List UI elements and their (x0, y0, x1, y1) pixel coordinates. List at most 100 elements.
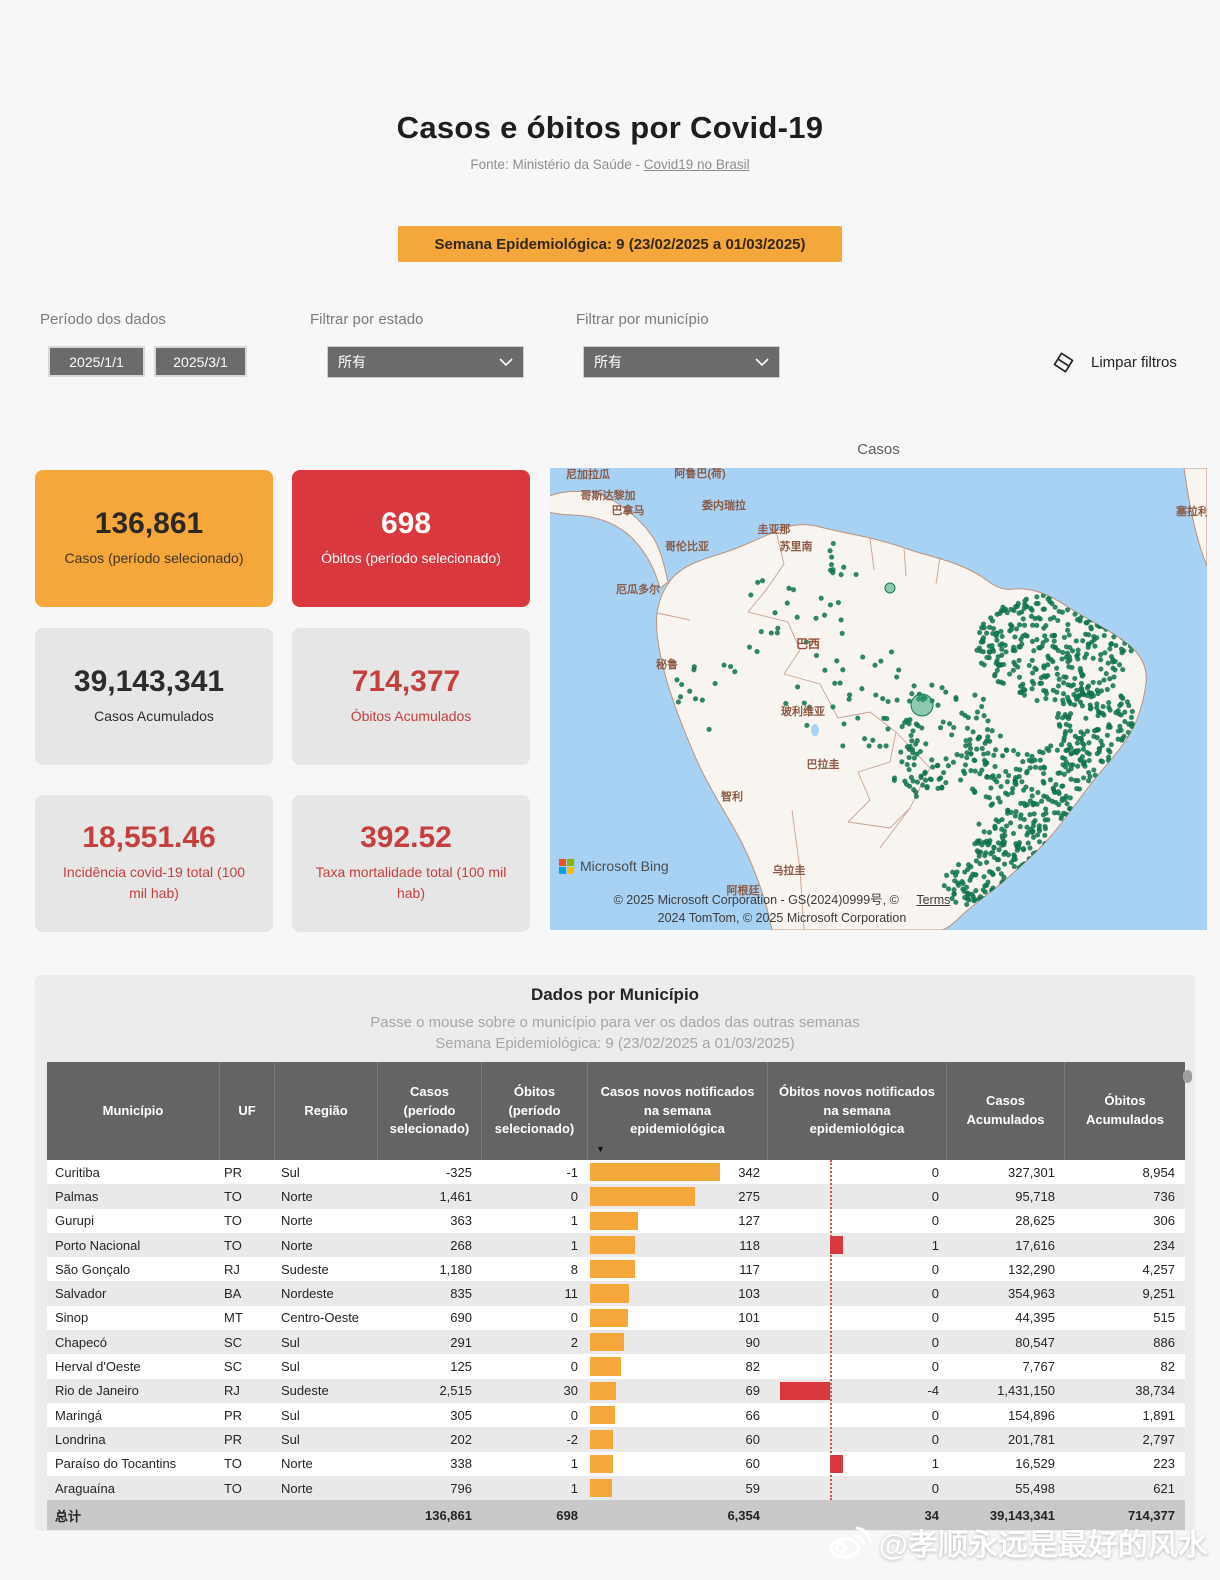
case-dot (993, 899, 1000, 905)
source-link[interactable]: Covid19 no Brasil (643, 157, 750, 172)
casos-novos-bar (590, 1187, 695, 1206)
table-row[interactable]: Salvador BA Nordeste 835 11 103 0 354,963 9,251 (47, 1281, 1185, 1306)
column-header[interactable]: Óbitos Acumulados (1085, 1093, 1164, 1127)
case-dot (1043, 695, 1049, 702)
cell-obitos-periodo: -2 (566, 1431, 578, 1447)
cell-casos-periodo: 2,515 (439, 1383, 472, 1399)
kpi-taxa-mortalidade[interactable]: 392.52 Taxa mortalidade total (100 mil h… (292, 795, 530, 932)
cell-regiao: Norte (281, 1480, 313, 1496)
casos-novos-value: 342 (738, 1164, 760, 1180)
case-dot (837, 680, 843, 686)
case-dot (1045, 596, 1051, 602)
kpi-value: 18,551.46 (82, 821, 216, 854)
kpi-obitos-periodo[interactable]: 698 Óbitos (período selecionado) (292, 470, 530, 607)
table-row[interactable]: Araguaína TO Norte 796 1 59 0 55,498 621 (47, 1475, 1185, 1501)
table-row[interactable]: Sinop MT Centro-Oeste 690 0 101 0 44,395 515 (47, 1305, 1185, 1331)
casos-novos-bar (590, 1478, 613, 1498)
cell-casos-acumulados: 95,718 (1015, 1188, 1055, 1204)
state-dropdown[interactable]: 所有 (327, 346, 524, 378)
case-dot (1012, 813, 1019, 819)
date-start-input[interactable]: 2025/1/1 (48, 346, 145, 377)
table-scrollbar-thumb[interactable] (1183, 1070, 1192, 1083)
case-dot (979, 625, 985, 631)
column-header[interactable]: Município (47, 1062, 220, 1160)
case-dot (1108, 653, 1115, 660)
obitos-novos-value: 1 (931, 1456, 939, 1472)
column-header[interactable]: Casos (período selecionado) (378, 1062, 482, 1160)
cell-regiao: Sul (281, 1431, 300, 1447)
case-dot (991, 844, 997, 850)
case-dot (953, 696, 959, 703)
terms-link[interactable]: Terms (916, 893, 951, 907)
table-row[interactable]: Chapecó SC Sul 291 2 90 0 80,547 886 (47, 1330, 1185, 1355)
case-dot (804, 722, 810, 729)
case-dot (992, 673, 998, 679)
case-dot (1067, 723, 1073, 729)
cell-obitos-novos: 0 (768, 1209, 947, 1233)
case-dot (1027, 845, 1033, 851)
case-dot (971, 788, 978, 794)
case-dot (1120, 666, 1126, 673)
map-country-label: 厄瓜多尔 (616, 582, 660, 596)
table-row[interactable]: Maringá PR Sul 305 0 66 0 154,896 1,891 (47, 1402, 1185, 1428)
kpi-label: Incidência covid-19 total (100 mil hab) (62, 864, 246, 901)
table-row[interactable]: Gurupi TO Norte 363 1 127 0 28,625 306 (47, 1208, 1185, 1233)
cell-obitos-acumulados: 4,257 (1142, 1261, 1175, 1277)
table-row[interactable]: Palmas TO Norte 1,461 0 275 0 95,718 736 (47, 1184, 1185, 1209)
case-dot (957, 777, 964, 783)
cell-obitos-novos: 1 (768, 1452, 947, 1476)
table-row[interactable]: Herval d'Oeste SC Sul 125 0 82 0 7,767 82 (47, 1354, 1185, 1379)
case-dot (963, 743, 969, 749)
case-dot (1116, 662, 1123, 668)
case-dot (1029, 786, 1035, 793)
table-row[interactable]: Porto Nacional TO Norte 268 1 118 1 17,616 234 (47, 1232, 1185, 1258)
cell-uf: TO (224, 1213, 242, 1229)
case-dot (1075, 651, 1081, 657)
table-row[interactable]: Paraíso do Tocantins TO Norte 338 1 60 1 16,529… (47, 1451, 1185, 1476)
kpi-casos-acumulados[interactable]: 39,143,341 Casos Acumulados (35, 628, 273, 765)
case-dot (1059, 783, 1065, 789)
case-dot (914, 751, 920, 757)
case-dot (1047, 616, 1054, 622)
map-country-label: 塞拉利昂 (1175, 504, 1207, 518)
date-end-input[interactable]: 2025/3/1 (154, 346, 247, 377)
case-dot (958, 753, 965, 759)
column-header[interactable]: Região (275, 1062, 378, 1160)
case-dot (1017, 767, 1023, 773)
table-row[interactable]: São Gonçalo RJ Sudeste 1,180 8 117 0 132,290 4,2… (47, 1257, 1185, 1282)
case-dot (1066, 632, 1072, 638)
cell-casos-periodo: 305 (450, 1407, 472, 1423)
obitos-novos-value: 0 (931, 1164, 939, 1180)
obitos-novos-value: 0 (931, 1310, 939, 1326)
case-dot (1037, 757, 1043, 763)
case-dot (913, 741, 919, 747)
table-row[interactable]: Rio de Janeiro RJ Sudeste 2,515 30 69 -4 1,431,… (47, 1378, 1185, 1403)
case-dot (922, 770, 928, 777)
case-dot (1030, 850, 1037, 857)
case-dot (1038, 798, 1045, 804)
cell-regiao: Sudeste (281, 1261, 329, 1277)
clear-filters-button[interactable]: Limpar filtros (1050, 349, 1177, 376)
cell-casos-periodo: 1,461 (439, 1188, 472, 1204)
city-dropdown[interactable]: 所有 (583, 346, 780, 378)
column-header[interactable]: Óbitos (período selecionado) (482, 1062, 588, 1160)
case-dot (1041, 665, 1047, 671)
table-row[interactable]: Londrina PR Sul 202 -2 60 0 201,781 2,797 (47, 1427, 1185, 1452)
case-dot (1017, 689, 1024, 696)
kpi-casos-periodo[interactable]: 136,861 Casos (período selecionado) (35, 470, 273, 607)
cell-casos-acumulados: 1,431,150 (997, 1383, 1055, 1399)
kpi-incidencia[interactable]: 18,551.46 Incidência covid-19 total (100… (35, 795, 273, 932)
case-dot (1052, 697, 1058, 703)
kpi-obitos-acumulados[interactable]: 714,377 Óbitos Acumulados (292, 628, 530, 765)
case-dot (981, 874, 987, 880)
column-header[interactable]: Casos novos notificados na semana epidem… (588, 1062, 768, 1160)
table-row[interactable]: Curitiba PR Sul -325 -1 342 0 327,301 8,954 (47, 1160, 1185, 1185)
cell-casos-novos: 118 (588, 1233, 768, 1257)
case-dot (976, 734, 982, 740)
map-canvas[interactable]: 尼加拉瓜 阿鲁巴(荷) 哥斯达黎加 巴拿马 委内瑞拉 圭亚那 苏里南 哥伦比亚 厄瓜多尔 秘鲁 巴西… (550, 468, 1207, 930)
case-dot (992, 825, 998, 831)
case-dot (1065, 715, 1072, 722)
column-header[interactable]: Casos Acumulados (947, 1062, 1065, 1160)
column-header[interactable]: Óbitos novos notificados na semana epide… (768, 1062, 947, 1160)
column-header[interactable]: UF (220, 1062, 275, 1160)
